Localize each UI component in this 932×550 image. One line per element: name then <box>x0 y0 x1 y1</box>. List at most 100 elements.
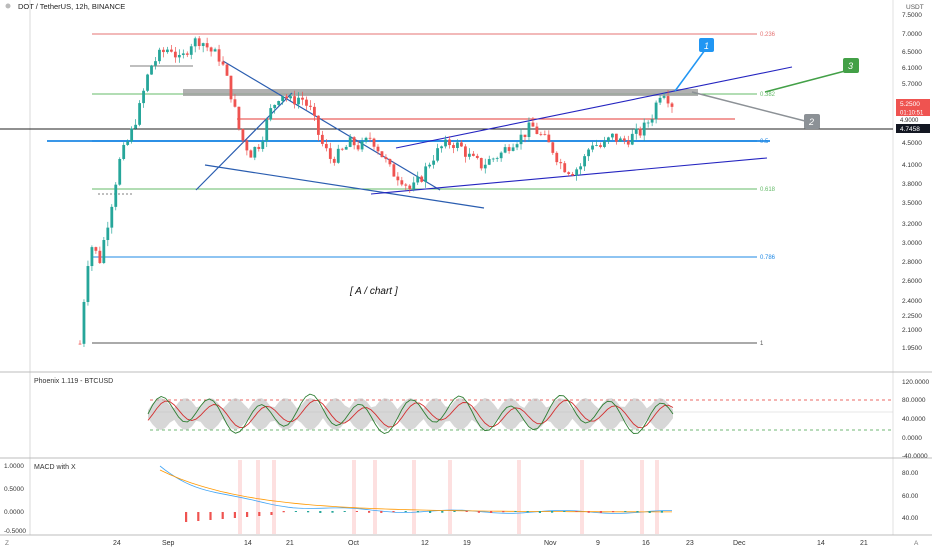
candle-body <box>158 49 161 62</box>
candle-body <box>511 147 515 151</box>
candle-body <box>360 141 364 150</box>
level-badge <box>896 124 930 133</box>
fib-level-label: 0.618 <box>760 187 776 193</box>
time-tick-label: Sep <box>162 540 175 547</box>
fib-retracement[interactable]: 0.236 0.382 0.5 0.618 0.786 1 <box>92 32 776 347</box>
macd-histogram-bar <box>355 511 358 512</box>
candles <box>78 36 674 347</box>
candle-body <box>173 51 177 58</box>
callout-1-box[interactable] <box>699 38 714 52</box>
price-tick-label: 2.8000 <box>902 259 922 266</box>
price-tick-label: 4.5000 <box>902 140 922 147</box>
candle-body <box>563 163 567 173</box>
candle-body <box>519 134 523 145</box>
candle-body <box>301 97 304 100</box>
macd-right-tick-label: 60.00 <box>902 493 919 500</box>
candle-body <box>364 137 368 142</box>
candle-body <box>416 176 420 183</box>
price-badges: 5.2500 01:10:51 4.9000 4.7458 <box>896 99 930 133</box>
macd-histogram-bar <box>575 511 578 512</box>
falling-wedge-upper <box>222 60 441 191</box>
candle-body <box>420 176 424 182</box>
candle-body <box>575 169 579 176</box>
trend-lines[interactable] <box>0 60 893 209</box>
candle-body <box>551 142 555 153</box>
candle-body <box>503 147 507 153</box>
candle-body <box>94 247 98 251</box>
candle-body <box>348 137 352 147</box>
callout-2-box[interactable] <box>804 114 820 129</box>
time-tick-label: 21 <box>860 540 868 547</box>
candle-body <box>289 96 292 99</box>
macd-histogram-bar <box>648 511 651 513</box>
candle-body <box>479 157 483 169</box>
macd-histogram-bar <box>502 511 505 513</box>
candle-body <box>666 96 670 104</box>
candle-body <box>229 75 233 100</box>
candle-body <box>241 128 245 141</box>
time-axis[interactable]: Z A 24 Sep 14 21 Oct 12 19 Nov 9 16 23 Dec 14 21 <box>5 540 919 547</box>
candle-body <box>543 134 547 136</box>
candle-body <box>523 134 527 137</box>
candle-body <box>638 128 642 136</box>
candle-body <box>380 151 384 158</box>
price-tick-label: 6.5000 <box>902 49 922 56</box>
candle-body <box>599 145 602 147</box>
macd-right-tick-label: 80.00 <box>902 470 919 477</box>
price-tick-label: 3.2000 <box>902 221 922 228</box>
candle-body <box>352 137 356 146</box>
candle-body <box>463 146 467 157</box>
candle-body <box>607 137 610 142</box>
sub-price-badge <box>896 116 930 123</box>
time-tick-label: 19 <box>463 540 471 547</box>
candle-body <box>670 103 674 107</box>
candle-body <box>142 90 145 104</box>
time-axis-left-mark[interactable]: Z <box>5 540 9 547</box>
candle-body <box>185 53 189 55</box>
macd-histogram-bar <box>612 511 615 513</box>
time-axis-right-mark[interactable]: A <box>914 540 919 547</box>
macd-histogram-bar <box>404 511 407 512</box>
macd-histogram-bar <box>465 511 468 512</box>
candle-body <box>372 138 376 147</box>
macd-histogram-bar <box>624 511 627 512</box>
candle-body <box>340 148 344 150</box>
macd-panel[interactable]: MACD with X 1.0000 0.5000 0.0000 -0.5000 80.… <box>4 460 919 535</box>
macd-axis: 1.0000 0.5000 0.0000 -0.5000 80.00 60.00 40.00 <box>4 463 919 535</box>
phoenix-axis: 120.0000 80.0000 40.0000 0.0000 -40.0000 <box>902 379 929 460</box>
time-tick-label: 14 <box>244 540 252 547</box>
price-axis[interactable]: 7.5000 7.0000 6.5000 6.1000 5.7000 5.2500 4.90… <box>902 12 922 352</box>
candle-body <box>78 343 82 345</box>
macd-histogram-bar <box>307 511 310 513</box>
candle-body <box>324 143 328 149</box>
phoenix-panel[interactable]: Phoenix 1.119 - BTCUSD 120.0000 80.0000 40… <box>34 378 929 460</box>
callout-3-box[interactable] <box>843 58 859 73</box>
price-tick-label: 2.4000 <box>902 298 922 305</box>
callout-1-label: 1 <box>704 41 709 51</box>
candle-body <box>305 99 308 106</box>
macd-histogram-bar <box>221 512 224 519</box>
candle-body <box>507 147 511 151</box>
candle-body <box>392 164 396 177</box>
chart-menu-icon[interactable] <box>5 3 11 9</box>
candle-body <box>130 128 134 142</box>
currency-label: USDT <box>906 4 924 11</box>
candle-body <box>583 156 586 167</box>
macd-shade <box>517 460 521 534</box>
macd-histogram-bar <box>331 511 334 513</box>
phoenix-tick-label: -40.0000 <box>902 453 928 460</box>
chart-header: DOT / TetherUS, 12h, BINANCE USDT <box>5 2 924 11</box>
macd-histogram-bar <box>490 511 493 513</box>
candle-body <box>591 145 594 150</box>
candle-body <box>297 97 300 105</box>
candle-body <box>555 152 559 163</box>
macd-shade <box>580 460 584 534</box>
phoenix-tick-label: 0.0000 <box>902 435 922 442</box>
macd-histogram-bar <box>197 512 200 521</box>
candle-body <box>650 119 654 123</box>
candle-body <box>587 149 590 157</box>
callouts[interactable]: 1 2 3 <box>674 38 859 129</box>
resistance-zone <box>183 89 698 96</box>
candle-body <box>460 142 463 147</box>
